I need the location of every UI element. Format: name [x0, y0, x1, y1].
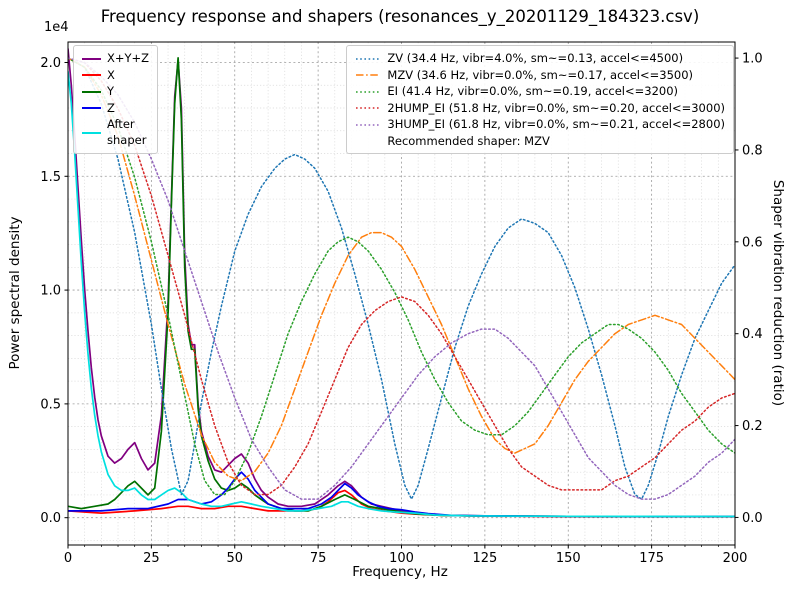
legend-swatch-after-shaper [82, 131, 101, 134]
legend-item-mzv: MZV (34.6 Hz, vibr=0.0%, sm~=0.17, accel… [355, 68, 725, 84]
legend-label: 3HUMP_EI (61.8 Hz, vibr=0.0%, sm~=0.21, … [387, 117, 725, 132]
series-ei [68, 57, 735, 496]
series-zv [68, 57, 735, 500]
legend-label: 2HUMP_EI (51.8 Hz, vibr=0.0%, sm~=0.20, … [387, 100, 725, 115]
legend-item-2hump-ei: 2HUMP_EI (51.8 Hz, vibr=0.0%, sm~=0.20, … [355, 101, 725, 117]
legend-item-x-y-z: X+Y+Z [82, 51, 149, 67]
x-tick-label: 125 [472, 551, 497, 566]
series-mzv [68, 57, 735, 482]
y-right-axis-label: Shaper vibration reduction (ratio) [770, 179, 786, 407]
legend-swatch-3hump-ei [356, 124, 381, 126]
legend-swatch-x [82, 74, 101, 77]
legend-label: After shaper [107, 117, 147, 147]
legend-label: X+Y+Z [107, 51, 150, 65]
series-lines [68, 47, 735, 518]
y-right-tick-label: 0.4 [742, 327, 763, 342]
legend-swatch-z [82, 107, 101, 110]
series-3hump-ei [68, 57, 735, 500]
legend-label: ZV (34.4 Hz, vibr=4.0%, sm~=0.13, accel<… [387, 51, 684, 65]
legend-swatch-mzv [356, 74, 381, 77]
axis-ticks: 0 25 50 75 100 125 150 175 200 0.0 0.5 1.0 1.5 2.0 0.0… [40, 52, 762, 566]
legend-item-after-shaper: After shaper [82, 117, 149, 148]
x-tick-label: 50 [226, 551, 243, 566]
series-z [68, 471, 735, 518]
legend-psd: X+Y+Z X Y Z After shaper [73, 45, 159, 155]
y-right-tick-label: 0.6 [742, 235, 763, 250]
x-tick-label: 75 [310, 551, 327, 566]
legend-swatch-y [82, 90, 101, 93]
y-right-tick-label: 1.0 [742, 52, 763, 67]
legend-swatch-zv [356, 57, 381, 60]
series-after-shaper [68, 70, 735, 518]
x-tick-label: 0 [64, 551, 72, 566]
x-tick-label: 100 [389, 551, 414, 566]
y-left-tick-label: 2.0 [40, 56, 61, 71]
legend-item-x: X [82, 68, 149, 84]
x-tick-label: 25 [143, 551, 160, 566]
legend-item-3hump-ei: 3HUMP_EI (61.8 Hz, vibr=0.0%, sm~=0.21, … [355, 117, 725, 133]
series-2hump-ei [68, 57, 735, 496]
y-right-tick-label: 0.0 [742, 511, 763, 526]
y-left-tick-label: 1.0 [40, 284, 61, 299]
legend-label: Y [107, 84, 115, 99]
y-left-tick-label: 1.5 [40, 170, 61, 185]
x-axis-label: Frequency, Hz [352, 564, 448, 580]
y-left-tick-label: 0.5 [40, 397, 61, 412]
legend-item-z: Z [82, 101, 149, 117]
legend-label: MZV (34.6 Hz, vibr=0.0%, sm~=0.17, accel… [387, 67, 694, 82]
y-axis-offset-text: 1e4 [44, 20, 69, 35]
legend-recommended-shaper: Recommended shaper: MZV [387, 133, 550, 148]
x-tick-label: 175 [639, 551, 664, 566]
y-right-tick-label: 0.2 [742, 419, 763, 434]
legend-swatch-ei [356, 90, 381, 93]
x-tick-label: 150 [556, 551, 581, 566]
legend-item-ei: EI (41.4 Hz, vibr=0.0%, sm~=0.19, accel<… [355, 84, 725, 100]
legend-shapers: ZV (34.4 Hz, vibr=4.0%, sm~=0.13, accel<… [346, 45, 734, 155]
legend-swatch-x-y-z [82, 57, 101, 60]
series-y [68, 57, 735, 518]
chart-title: Frequency response and shapers (resonanc… [100, 7, 700, 26]
legend-item-zv: ZV (34.4 Hz, vibr=4.0%, sm~=0.13, accel<… [355, 51, 725, 67]
y-left-axis-label: Power spectral density [7, 216, 23, 370]
legend-label: Z [107, 100, 115, 115]
x-tick-label: 200 [723, 551, 748, 566]
legend-label: X [107, 67, 115, 82]
y-left-tick-label: 0.0 [40, 511, 61, 526]
legend-label: EI (41.4 Hz, vibr=0.0%, sm~=0.19, accel<… [387, 84, 679, 99]
legend-swatch-2hump-ei [356, 107, 381, 110]
y-right-tick-label: 0.8 [742, 143, 763, 158]
legend-item-y: Y [82, 84, 149, 100]
